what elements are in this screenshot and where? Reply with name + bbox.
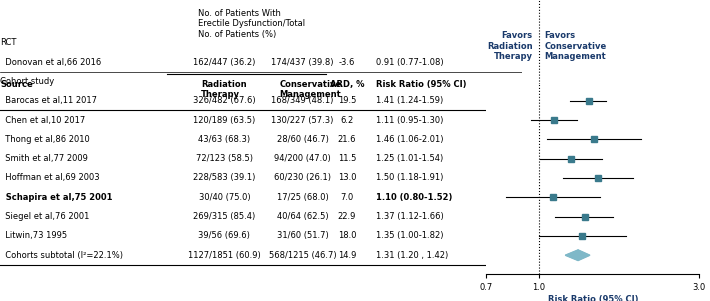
Text: 43/63 (68.3): 43/63 (68.3) xyxy=(198,135,251,144)
Text: Source: Source xyxy=(0,80,33,89)
X-axis label: Risk Ratio (95% CI): Risk Ratio (95% CI) xyxy=(547,295,638,301)
Text: 1.10 (0.80-1.52): 1.10 (0.80-1.52) xyxy=(376,193,452,202)
Text: 18.0: 18.0 xyxy=(338,231,356,240)
Text: 17/25 (68.0): 17/25 (68.0) xyxy=(277,193,329,202)
Text: 21.6: 21.6 xyxy=(338,135,356,144)
Text: Favors
Radiation
Therapy: Favors Radiation Therapy xyxy=(487,31,532,61)
Text: 1127/1851 (60.9): 1127/1851 (60.9) xyxy=(188,251,261,260)
Text: 269/315 (85.4): 269/315 (85.4) xyxy=(193,212,256,221)
Text: 14.9: 14.9 xyxy=(338,251,356,260)
Text: Chen et al,10 2017: Chen et al,10 2017 xyxy=(0,116,85,125)
Text: Donovan et al,66 2016: Donovan et al,66 2016 xyxy=(0,57,102,67)
Text: 1.31 (1.20 , 1.42): 1.31 (1.20 , 1.42) xyxy=(376,251,448,260)
Text: Barocas et al,11 2017: Barocas et al,11 2017 xyxy=(0,96,97,105)
Text: 228/583 (39.1): 228/583 (39.1) xyxy=(193,173,256,182)
Text: 1.50 (1.18-1.91): 1.50 (1.18-1.91) xyxy=(376,173,443,182)
Text: 120/189 (63.5): 120/189 (63.5) xyxy=(193,116,256,125)
Polygon shape xyxy=(565,250,590,261)
Text: 168/349 (48.1): 168/349 (48.1) xyxy=(271,96,334,105)
Text: 1.41 (1.24-1.59): 1.41 (1.24-1.59) xyxy=(376,96,443,105)
Text: 19.5: 19.5 xyxy=(338,96,356,105)
Text: Litwin,73 1995: Litwin,73 1995 xyxy=(0,231,67,240)
Text: Thong et al,86 2010: Thong et al,86 2010 xyxy=(0,135,89,144)
Text: 162/447 (36.2): 162/447 (36.2) xyxy=(193,57,256,67)
Text: 11.5: 11.5 xyxy=(338,154,356,163)
Text: 1.11 (0.95-1.30): 1.11 (0.95-1.30) xyxy=(376,116,443,125)
Text: Schapira et al,75 2001: Schapira et al,75 2001 xyxy=(0,193,112,202)
Text: 30/40 (75.0): 30/40 (75.0) xyxy=(199,193,250,202)
Text: 0.91 (0.77-1.08): 0.91 (0.77-1.08) xyxy=(376,57,443,67)
Text: 1.37 (1.12-1.66): 1.37 (1.12-1.66) xyxy=(376,212,444,221)
Text: Conservative
Management: Conservative Management xyxy=(279,80,342,99)
Text: 22.9: 22.9 xyxy=(338,212,356,221)
Text: 1.35 (1.00-1.82): 1.35 (1.00-1.82) xyxy=(376,231,443,240)
Text: RCT: RCT xyxy=(0,38,16,47)
Text: 7.0: 7.0 xyxy=(340,193,354,202)
Text: Radiation
Therapy: Radiation Therapy xyxy=(201,80,246,99)
Text: 40/64 (62.5): 40/64 (62.5) xyxy=(277,212,329,221)
Text: 94/200 (47.0): 94/200 (47.0) xyxy=(274,154,331,163)
Text: ARD, %: ARD, % xyxy=(329,80,364,89)
Text: Smith et al,77 2009: Smith et al,77 2009 xyxy=(0,154,88,163)
Text: 568/1215 (46.7): 568/1215 (46.7) xyxy=(269,251,337,260)
Text: 6.2: 6.2 xyxy=(340,116,354,125)
Text: Hoffman et al,69 2003: Hoffman et al,69 2003 xyxy=(0,173,99,182)
Text: 1.46 (1.06-2.01): 1.46 (1.06-2.01) xyxy=(376,135,443,144)
Text: 174/437 (39.8): 174/437 (39.8) xyxy=(271,57,334,67)
Text: 31/60 (51.7): 31/60 (51.7) xyxy=(277,231,329,240)
Text: 39/56 (69.6): 39/56 (69.6) xyxy=(199,231,251,240)
Text: 72/123 (58.5): 72/123 (58.5) xyxy=(196,154,253,163)
Text: Siegel et al,76 2001: Siegel et al,76 2001 xyxy=(0,212,89,221)
Text: Risk Ratio (95% CI): Risk Ratio (95% CI) xyxy=(376,80,466,89)
Text: -3.6: -3.6 xyxy=(339,57,355,67)
Text: No. of Patients With
Erectile Dysfunction/Total
No. of Patients (%): No. of Patients With Erectile Dysfunctio… xyxy=(198,9,305,39)
Text: Cohort study: Cohort study xyxy=(0,77,54,86)
Text: 130/227 (57.3): 130/227 (57.3) xyxy=(271,116,334,125)
Text: 60/230 (26.1): 60/230 (26.1) xyxy=(274,173,331,182)
Text: 326/482 (67.6): 326/482 (67.6) xyxy=(193,96,256,105)
Text: 1.25 (1.01-1.54): 1.25 (1.01-1.54) xyxy=(376,154,443,163)
Text: 13.0: 13.0 xyxy=(338,173,356,182)
Text: Favors
Conservative
Management: Favors Conservative Management xyxy=(545,31,606,61)
Text: Cohorts subtotal (I²=22.1%): Cohorts subtotal (I²=22.1%) xyxy=(0,251,123,260)
Text: 28/60 (46.7): 28/60 (46.7) xyxy=(277,135,329,144)
